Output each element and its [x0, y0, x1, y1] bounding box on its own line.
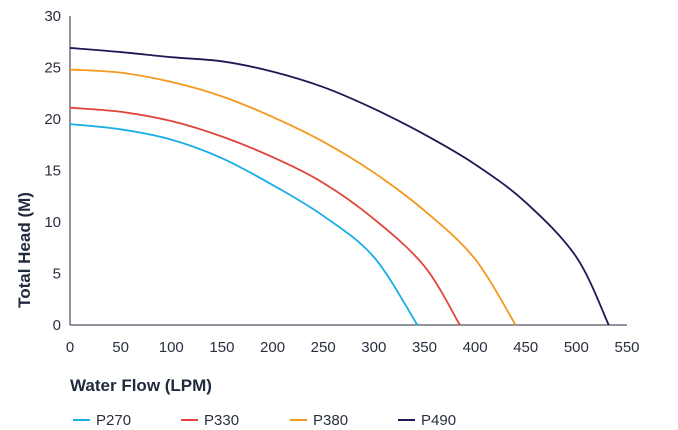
x-tick-label: 400	[463, 339, 488, 356]
y-tick-label: 10	[44, 214, 61, 231]
y-tick-label: 30	[44, 8, 61, 25]
x-tick-label: 200	[260, 339, 285, 356]
y-tick-label: 20	[44, 111, 61, 128]
x-tick-label: 550	[614, 339, 639, 356]
y-tick-label: 5	[53, 266, 61, 283]
legend: P270 P330 P380 P490	[73, 412, 456, 429]
legend-label-p490: P490	[421, 412, 456, 429]
x-tick-label: 0	[66, 339, 74, 356]
x-axis-ticks: 0 50 100 150 200 250 300 350 400 450 500 550	[66, 339, 640, 356]
x-tick-label: 500	[564, 339, 589, 356]
legend-label-p330: P330	[204, 412, 239, 429]
legend-label-p270: P270	[96, 412, 131, 429]
x-tick-label: 150	[209, 339, 234, 356]
y-tick-label: 25	[44, 60, 61, 77]
y-axis-ticks: 0 5 10 15 20 25 30	[44, 8, 61, 334]
x-tick-label: 450	[513, 339, 538, 356]
series-lines	[69, 47, 610, 326]
x-axis-title: Water Flow (LPM)	[70, 376, 212, 395]
series-line-p490	[69, 47, 610, 326]
y-tick-label: 15	[44, 163, 61, 180]
x-tick-label: 250	[311, 339, 336, 356]
series-line-p330	[69, 106, 461, 326]
series-line-p380	[69, 68, 517, 326]
x-tick-label: 300	[361, 339, 386, 356]
y-axis-title: Total Head (M)	[15, 192, 34, 308]
series-line-p270	[69, 123, 419, 326]
x-tick-label: 100	[159, 339, 184, 356]
x-tick-label: 50	[112, 339, 129, 356]
legend-label-p380: P380	[313, 412, 348, 429]
x-tick-label: 350	[412, 339, 437, 356]
y-tick-label: 0	[53, 317, 61, 334]
